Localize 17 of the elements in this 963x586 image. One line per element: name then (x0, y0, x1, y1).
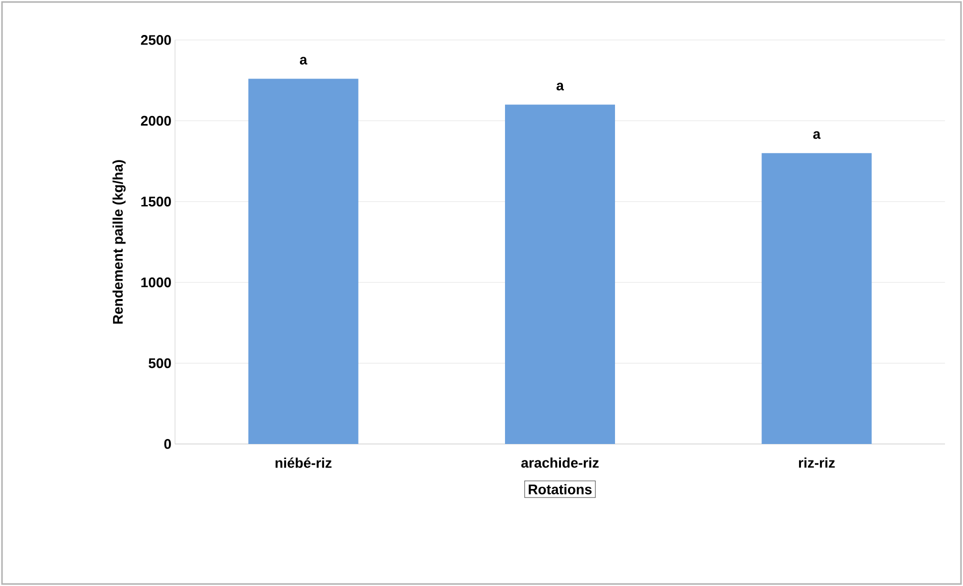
x-axis-title: Rotations (528, 484, 592, 494)
x-tick-label: arachide-riz (521, 458, 599, 468)
x-tick-label: niébé-riz (276, 458, 332, 468)
bar (505, 104, 616, 444)
y-axis-title: Rendement paille (kg/ha) (112, 160, 126, 324)
y-tick-label: 1000 (141, 277, 171, 288)
annotation: a (556, 82, 564, 90)
annotation: a (813, 131, 821, 139)
bar (762, 153, 872, 444)
y-tick-label: 500 (148, 358, 171, 368)
x-tick-label: riz-riz (798, 458, 835, 468)
y-tick-label: 1500 (141, 196, 171, 207)
bar (248, 78, 358, 444)
annotation: a (300, 56, 308, 65)
y-tick-label: 2000 (140, 116, 171, 126)
y-tick-label: 2500 (140, 35, 171, 45)
y-tick-label: 0 (164, 439, 171, 449)
